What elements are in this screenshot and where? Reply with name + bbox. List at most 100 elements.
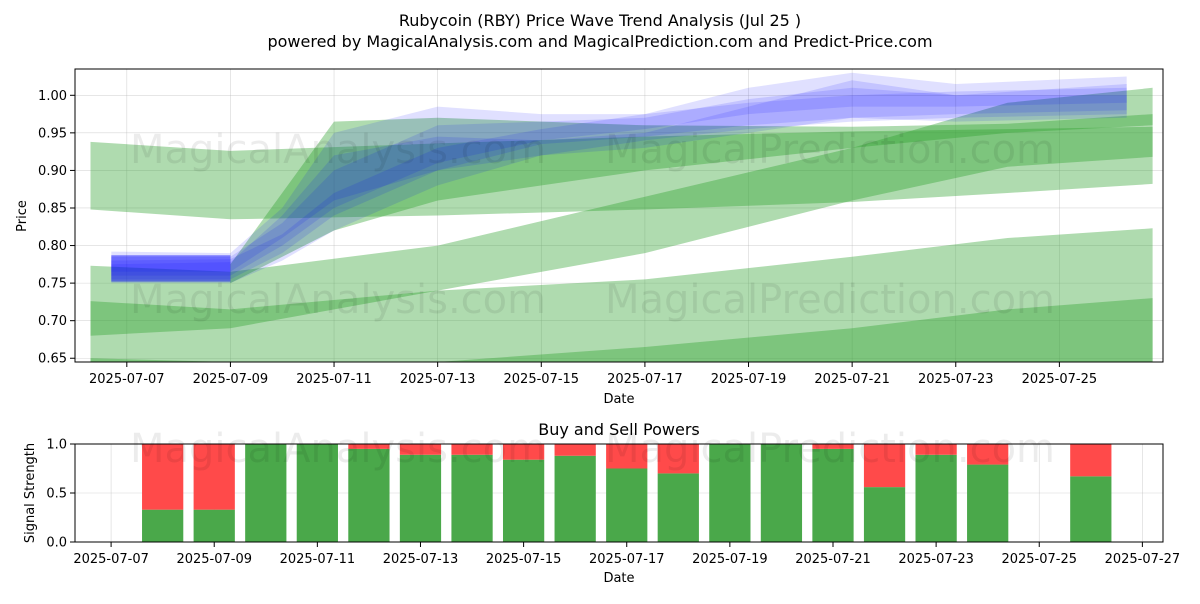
bottom-xtick-label-3: 2025-07-13: [383, 552, 459, 567]
wave-band-2: [90, 228, 1153, 362]
bottom-watermarks: MagicalAnalysis.com MagicalPrediction.co…: [130, 426, 1055, 472]
top-ytick-label-0: 0.65: [38, 352, 67, 367]
sell-bar-6: [451, 444, 493, 455]
buy-bar-3: [296, 444, 338, 542]
buy-bar-12: [760, 444, 803, 542]
top-ytick-label-2: 0.75: [38, 277, 67, 292]
buy-bar-18: [1070, 476, 1112, 542]
top-xtick-label-5: 2025-07-17: [607, 372, 683, 387]
bottom-xtick-label-2: 2025-07-11: [280, 552, 356, 567]
bottom-xtick-label-7: 2025-07-21: [795, 552, 871, 567]
buy-bar-0: [142, 509, 184, 542]
buy-bar-4: [348, 448, 390, 542]
bottom-xtick-label-10: 2025-07-27: [1105, 552, 1181, 567]
wave-band-3: [90, 298, 1153, 362]
sell-bar-18: [1070, 444, 1112, 477]
top-xtick-label-3: 2025-07-13: [400, 372, 476, 387]
wave-band-4: [230, 114, 1153, 284]
buy-bar-6: [451, 454, 493, 542]
sell-bar-0: [142, 444, 184, 510]
top-xtick-label-4: 2025-07-15: [504, 372, 580, 387]
price-wave-plot: MagicalAnalysis.com MagicalPrediction.co…: [15, 68, 1164, 407]
wave-band-1: [90, 87, 1153, 336]
bottom-xtick-label-5: 2025-07-17: [589, 552, 665, 567]
bottom-x-ticks: 2025-07-07 2025-07-09 2025-07-11 2025-07-13…: [73, 542, 1180, 567]
buy-bar-2: [245, 444, 287, 542]
bottom-x-axis-label: Date: [603, 571, 634, 586]
top-bands: [90, 72, 1153, 362]
top-ytick-label-5: 0.90: [38, 164, 67, 179]
buy-bar-7: [502, 459, 545, 542]
bottom-xtick-label-8: 2025-07-23: [898, 552, 974, 567]
sell-bar-9: [606, 444, 648, 469]
price-band-0: [111, 87, 1127, 284]
top-watermarks: MagicalAnalysis.com MagicalPrediction.co…: [130, 127, 1055, 323]
watermark-analysis-mid: MagicalAnalysis.com: [130, 277, 546, 323]
buy-bar-15: [915, 454, 957, 542]
watermark-prediction-mid: MagicalPrediction.com: [605, 277, 1055, 323]
top-xtick-label-9: 2025-07-25: [1022, 372, 1098, 387]
sell-bar-14: [863, 444, 906, 488]
buy-bar-8: [554, 455, 596, 542]
top-bands-clipped: [90, 72, 1153, 362]
buy-bar-13: [812, 448, 854, 542]
top-plot-background: [75, 69, 1163, 362]
price-band-recent: [111, 255, 231, 282]
bottom-ytick-label-2: 1.0: [46, 438, 67, 453]
bottom-ytick-label-1: 0.5: [46, 487, 67, 502]
bottom-bars: [142, 444, 1112, 542]
bottom-chart-title: Buy and Sell Powers: [538, 420, 700, 439]
sell-bar-7: [502, 444, 545, 460]
watermark-analysis-bottom: MagicalAnalysis.com: [130, 426, 546, 472]
sell-bar-10: [657, 444, 699, 474]
chart-title: Rubycoin (RBY) Price Wave Trend Analysis…: [399, 11, 801, 30]
watermark-prediction-top: MagicalPrediction.com: [605, 127, 1055, 173]
sell-bar-13: [812, 444, 854, 449]
price-band-2: [111, 72, 1127, 276]
bottom-xtick-label-1: 2025-07-09: [176, 552, 252, 567]
top-x-ticks: 2025-07-07 2025-07-09 2025-07-11 2025-07-13…: [89, 362, 1097, 387]
sell-bar-15: [915, 444, 957, 455]
buy-bar-11: [709, 444, 751, 542]
top-xtick-label-8: 2025-07-23: [918, 372, 994, 387]
sell-bar-5: [399, 444, 442, 455]
top-xtick-label-2: 2025-07-11: [296, 372, 372, 387]
top-grid: [75, 69, 1163, 362]
buy-bar-10: [657, 473, 699, 542]
bottom-xtick-label-0: 2025-07-07: [73, 552, 149, 567]
top-ytick-label-6: 0.95: [38, 126, 67, 141]
buy-bar-9: [606, 468, 648, 542]
top-ytick-label-1: 0.70: [38, 314, 67, 329]
buy-bar-5: [399, 454, 442, 542]
bottom-xtick-label-6: 2025-07-19: [692, 552, 768, 567]
bottom-y-axis-label: Signal Strength: [23, 443, 38, 543]
bottom-xtick-label-9: 2025-07-25: [1001, 552, 1077, 567]
top-xtick-label-0: 2025-07-07: [89, 372, 165, 387]
top-ytick-label-3: 0.80: [38, 239, 67, 254]
buy-sell-plot: Buy and Sell Powers MagicalAnalysis.com …: [23, 420, 1180, 586]
top-x-axis-label: Date: [603, 392, 634, 407]
sell-bar-1: [193, 444, 235, 510]
top-xtick-label-6: 2025-07-19: [711, 372, 787, 387]
wave-band-0: [90, 126, 1153, 220]
sell-bar-16: [967, 444, 1009, 465]
buy-bar-1: [193, 509, 235, 542]
top-y-axis-label: Price: [15, 200, 30, 232]
price-band-1: [111, 87, 1127, 280]
bottom-xtick-label-4: 2025-07-15: [486, 552, 562, 567]
buy-bar-16: [967, 464, 1009, 542]
watermark-analysis-top: MagicalAnalysis.com: [130, 127, 546, 173]
top-ytick-label-4: 0.85: [38, 201, 67, 216]
price-band-3: [111, 80, 1127, 272]
top-plot-frame: [74, 68, 1164, 363]
sell-bar-8: [554, 444, 596, 456]
buy-bar-14: [863, 487, 906, 542]
top-ytick-label-7: 1.00: [38, 89, 67, 104]
top-xtick-label-7: 2025-07-21: [814, 372, 890, 387]
sell-bar-4: [348, 444, 390, 449]
watermark-prediction-bottom: MagicalPrediction.com: [605, 426, 1055, 472]
bottom-ytick-label-0: 0.0: [46, 536, 67, 551]
bottom-y-ticks: 0.0 0.5 1.0: [46, 438, 75, 551]
